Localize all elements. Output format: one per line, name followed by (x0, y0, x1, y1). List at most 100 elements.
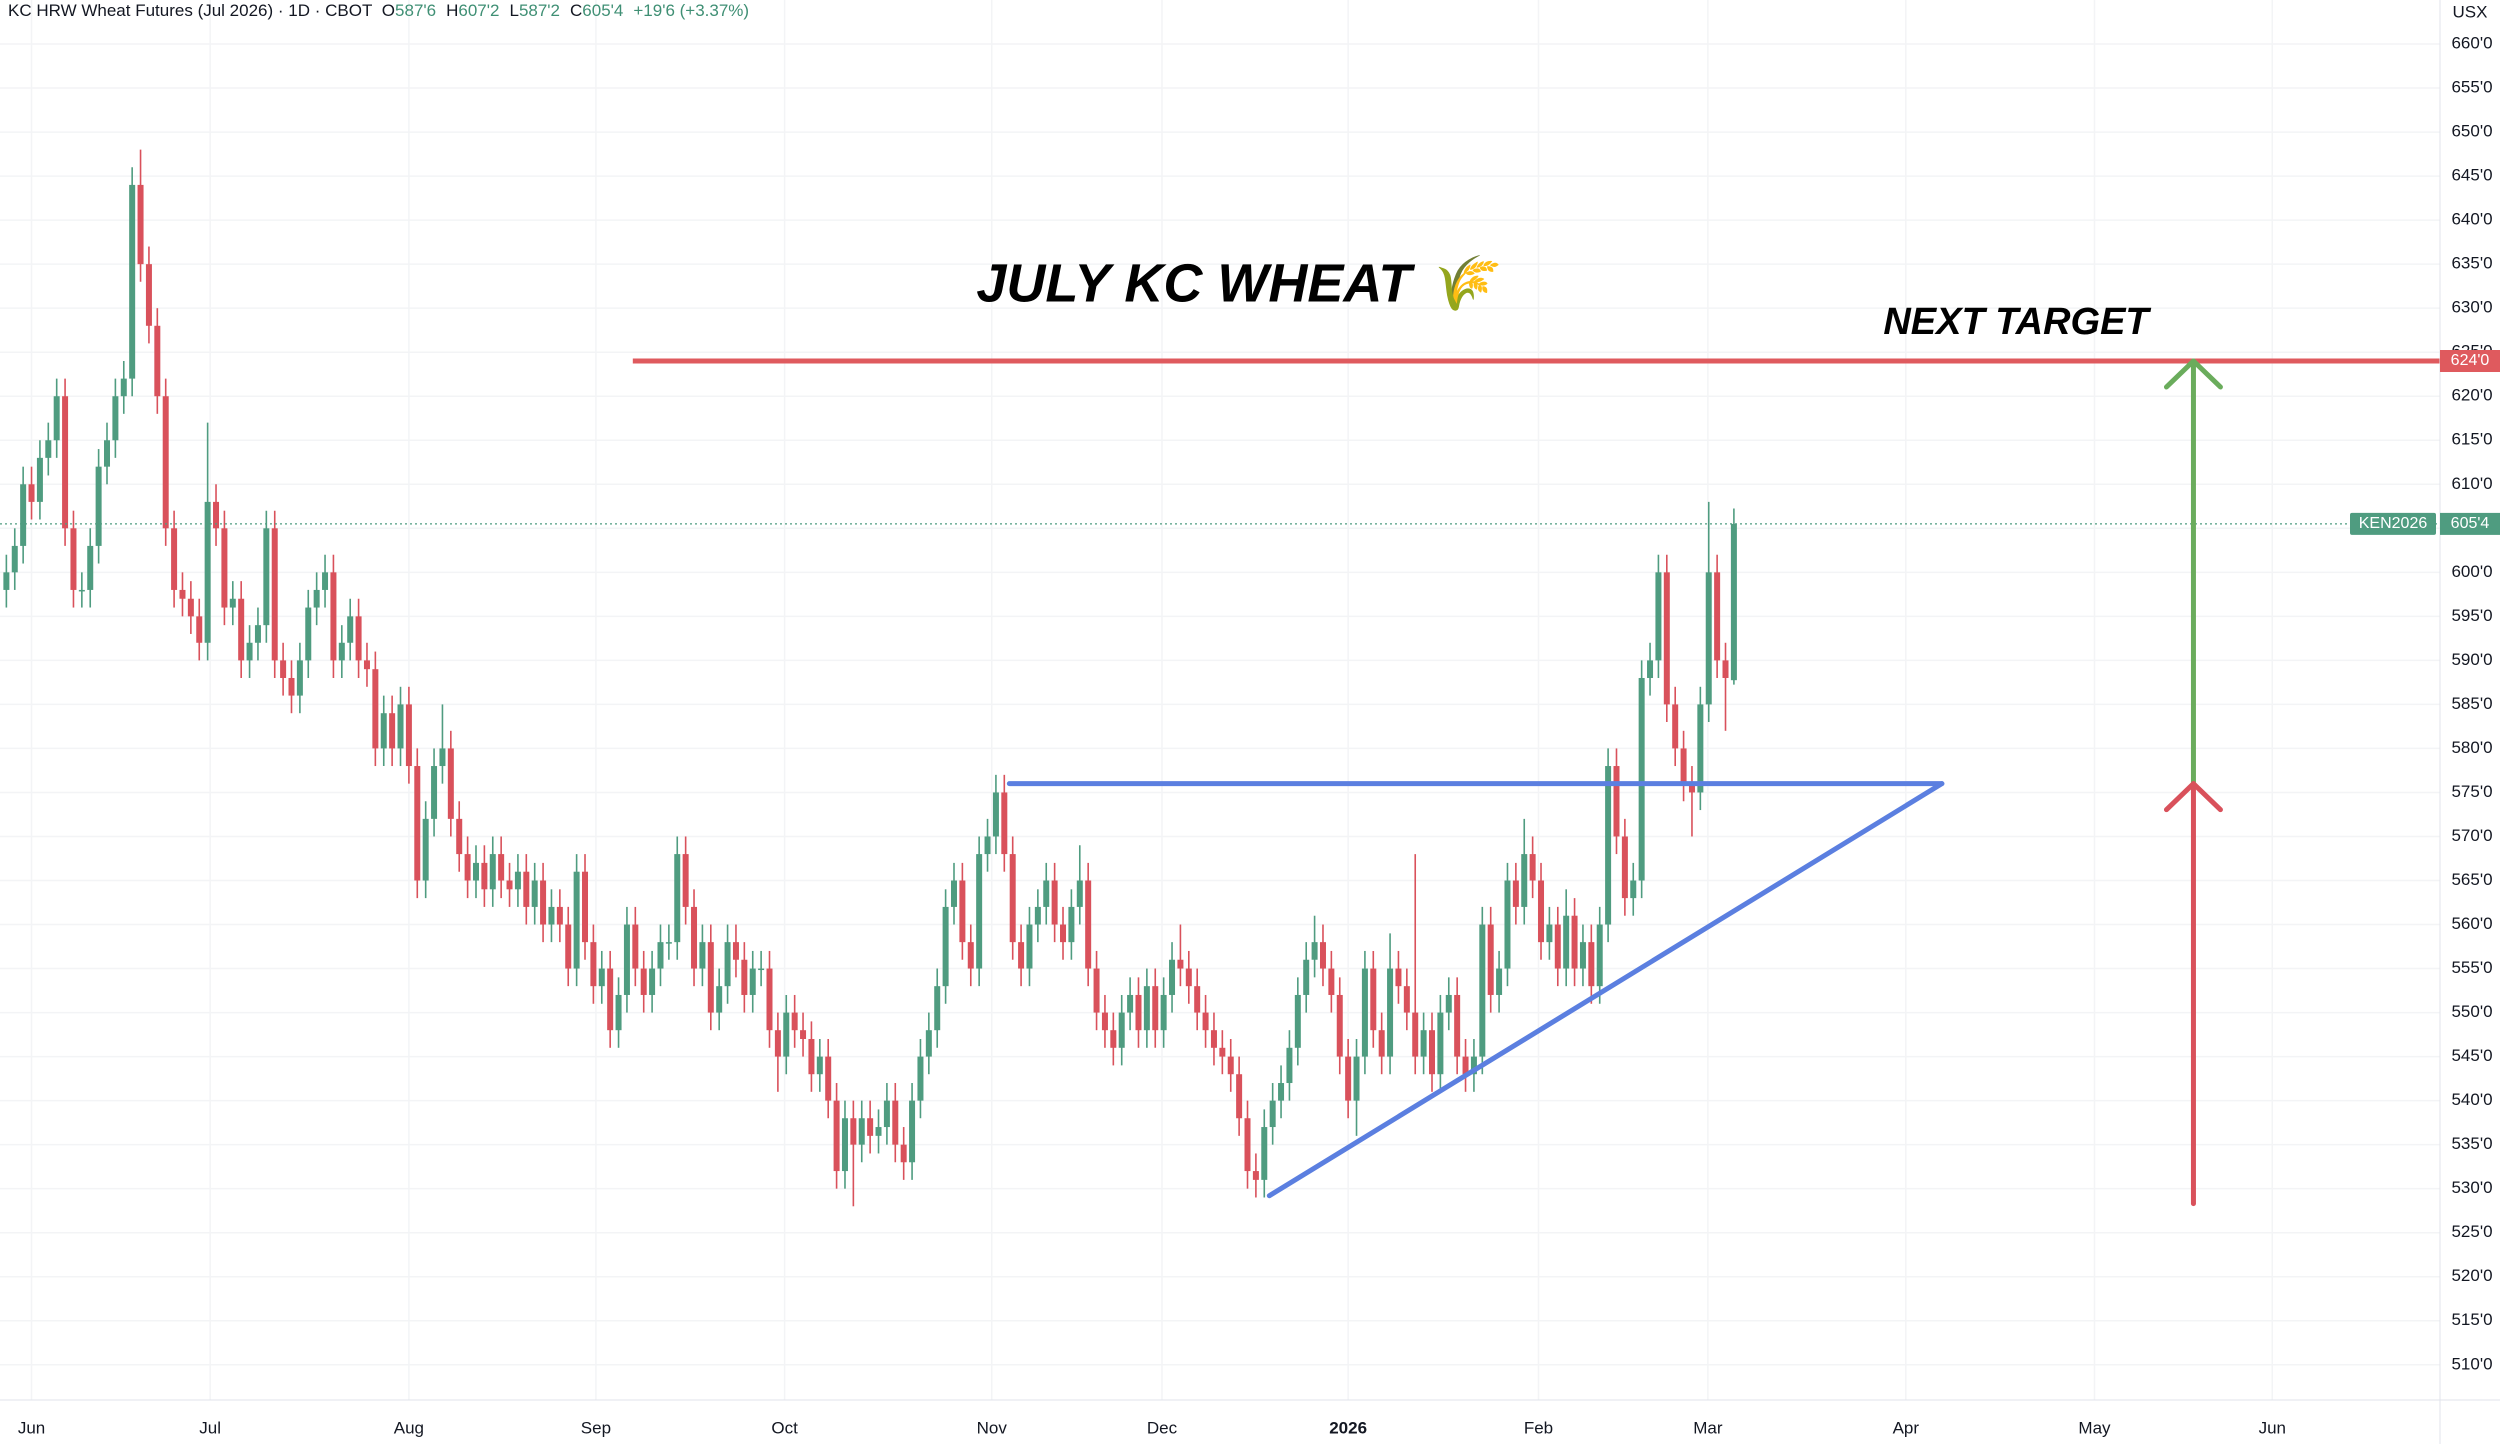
candle-body (732, 942, 739, 960)
candle-body (1001, 792, 1008, 855)
candle-body (456, 818, 463, 855)
candle-body (1529, 854, 1536, 881)
candle-body (1462, 1056, 1469, 1075)
change: +19'6 (+3.37%) (633, 1, 750, 20)
candle-body (808, 1038, 815, 1075)
candle-body (405, 704, 412, 767)
x-tick-label: Sep (581, 1418, 611, 1437)
candle-body (523, 871, 530, 907)
candle-body (1236, 1074, 1243, 1119)
last-price-box (2440, 512, 2500, 535)
candle-body (221, 528, 228, 608)
candle-body (145, 264, 152, 326)
candle-body (1127, 994, 1134, 1013)
candle-body (338, 642, 345, 661)
field-value: 587'6 (395, 1, 437, 20)
candle-body (1269, 1100, 1276, 1128)
y-tick-label: 565'0 (2451, 870, 2492, 889)
candle-body (422, 818, 429, 881)
candle-body (1160, 994, 1167, 1031)
header: KC HRW Wheat Futures (Jul 2026) · 1D · C… (8, 0, 759, 22)
candle-body (347, 616, 354, 643)
candle-body (280, 660, 287, 678)
candle-body (858, 1118, 865, 1145)
candle-body (45, 440, 52, 458)
candle-body (1009, 854, 1016, 943)
candle-body (120, 378, 127, 397)
candle-body (1076, 880, 1083, 907)
candle-body (179, 589, 186, 599)
candle-body (1169, 959, 1176, 995)
y-tick-label: 580'0 (2451, 738, 2492, 757)
field-value: 607'2 (458, 1, 500, 20)
y-tick-label: 575'0 (2451, 782, 2492, 801)
candle-body (1605, 766, 1612, 925)
candle-body (1378, 1030, 1385, 1057)
candle-body (355, 616, 362, 661)
candle-body (330, 572, 337, 661)
x-tick-label: Jul (199, 1418, 221, 1437)
candle-body (1613, 766, 1620, 837)
candle-body (716, 986, 723, 1013)
candle-body (1697, 704, 1704, 793)
x-tick-label: Nov (977, 1418, 1008, 1437)
candle-body (825, 1056, 832, 1101)
candle-body (816, 1056, 823, 1075)
candle-body (11, 545, 18, 573)
candle-body (531, 880, 538, 907)
field-key: H (446, 1, 459, 20)
candle-body (1051, 880, 1058, 925)
candle-body (481, 862, 488, 890)
x-tick-label: Oct (771, 1418, 798, 1437)
candle-body (1085, 880, 1092, 969)
candle-body (1504, 880, 1511, 969)
candle-body (498, 854, 505, 881)
candle-body (766, 968, 773, 1031)
candle-body (1101, 1012, 1108, 1031)
field-value: 605'4 (582, 1, 624, 20)
y-tick-label: 540'0 (2451, 1090, 2492, 1109)
candle-body (1118, 1012, 1125, 1048)
candle-body (1370, 968, 1377, 1031)
candle-body (322, 572, 329, 590)
candle-body (1680, 748, 1687, 784)
symbol-badge: KEN2026 (2359, 515, 2428, 532)
candle-body (615, 994, 622, 1031)
symbol-badge-box (2350, 512, 2436, 535)
arrow-head (2163, 358, 2223, 390)
candle-body (1454, 994, 1461, 1057)
x-tick-label: Aug (394, 1418, 424, 1437)
candle-body (28, 484, 35, 502)
candle-body (1647, 660, 1654, 678)
candle-body (1403, 986, 1410, 1013)
candle-body (1361, 968, 1368, 1057)
candle-body (1319, 942, 1326, 969)
candle-body (363, 660, 370, 670)
candle-body (632, 924, 639, 969)
target-label: 624'0 (2451, 352, 2490, 369)
candle-body (313, 589, 320, 608)
candle-body (741, 959, 748, 995)
candle-body (1143, 986, 1150, 1031)
candle-body (53, 396, 60, 441)
candle-body (1345, 1056, 1352, 1101)
candle-body (431, 766, 438, 819)
y-tick-label: 610'0 (2451, 474, 2492, 493)
x-tick-label: Apr (1893, 1418, 1920, 1437)
candle-body (288, 677, 295, 696)
candle-body (36, 457, 43, 502)
candle-body (171, 528, 178, 590)
candle-body (397, 704, 404, 749)
candle-body (967, 942, 974, 969)
y-tick-label: 570'0 (2451, 826, 2492, 845)
last-price-label: 605'4 (2451, 515, 2490, 532)
candle-body (1278, 1083, 1285, 1101)
candle-body (875, 1127, 882, 1136)
candle-body (1177, 959, 1184, 969)
candle-body (187, 598, 194, 617)
candle-body (1412, 1012, 1419, 1057)
candle-body (950, 880, 957, 907)
candle-body (162, 396, 169, 529)
candle-body (489, 854, 496, 890)
